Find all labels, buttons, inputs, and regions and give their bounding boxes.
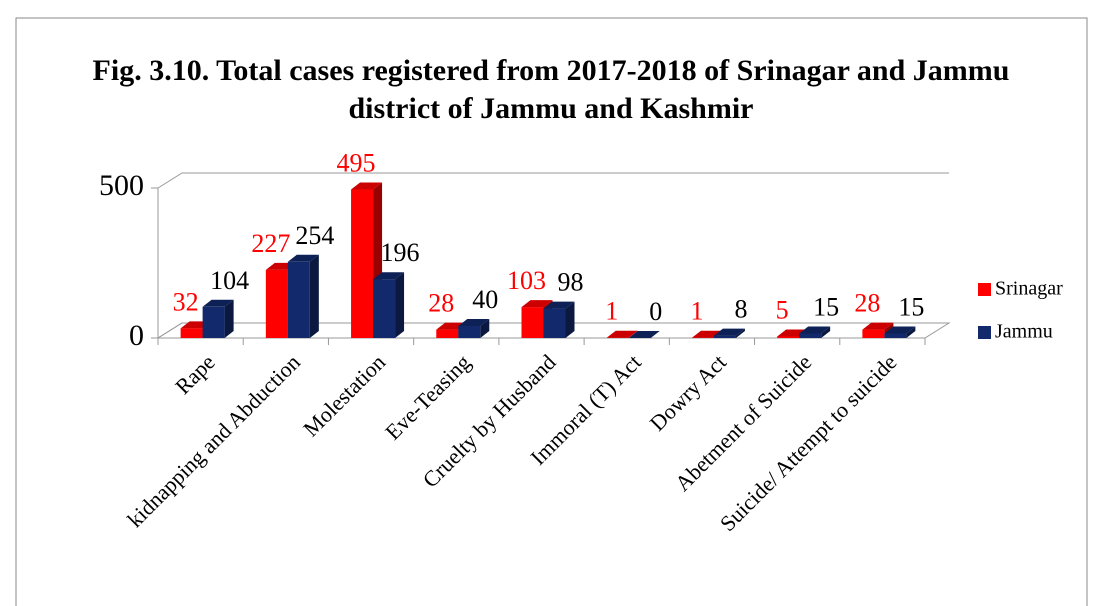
data-label: 28	[428, 289, 454, 318]
data-label: 15	[898, 292, 924, 321]
data-label: 8	[734, 295, 747, 324]
bar-side	[224, 299, 234, 338]
data-label: 5	[776, 295, 789, 324]
data-label: 254	[295, 221, 334, 250]
legend-label: Jammu	[995, 321, 1053, 343]
bar	[543, 301, 575, 338]
bar	[884, 326, 916, 338]
x-tick-label: Suicide/ Attempt to suicide	[715, 349, 902, 536]
bar-top	[458, 319, 490, 326]
data-label: 1	[690, 297, 703, 326]
x-tick-label: Rape	[170, 349, 220, 399]
bar	[799, 326, 831, 338]
bar-front	[777, 336, 800, 338]
legend-swatch	[978, 326, 991, 339]
bar	[628, 331, 660, 338]
bar-top	[287, 254, 319, 262]
bar	[713, 328, 745, 338]
bar-top	[543, 301, 575, 309]
bar-front	[180, 328, 203, 338]
x-tick-label: Molestation	[298, 349, 390, 441]
bar-side	[628, 330, 638, 338]
data-label: 196	[381, 238, 420, 267]
data-label: 0	[649, 297, 662, 326]
bar-top	[862, 322, 894, 330]
bar-front	[543, 308, 566, 338]
bar-top	[713, 328, 745, 336]
bar	[202, 299, 234, 338]
y-tick-label: 500	[99, 169, 144, 202]
data-label: 32	[173, 287, 199, 316]
bar-side	[309, 254, 319, 338]
bar-top	[606, 330, 638, 338]
bar	[287, 254, 319, 338]
bar	[373, 272, 405, 338]
bar	[458, 319, 490, 338]
bar-top	[628, 331, 660, 338]
legend-label: Srinagar	[995, 278, 1063, 300]
bar-front	[287, 261, 310, 338]
bar-side	[906, 326, 916, 338]
bar-side	[565, 301, 575, 338]
data-label: 15	[813, 292, 839, 321]
bar-front	[265, 269, 288, 338]
data-label: 104	[210, 266, 249, 295]
x-tick-label: Dowry Act	[645, 349, 731, 435]
grid-line	[157, 172, 949, 189]
x-tick-label: kidnapping and Abduction	[122, 349, 305, 532]
bar-side	[735, 328, 745, 338]
data-label: 40	[472, 285, 498, 314]
bar-top	[521, 300, 553, 308]
bar	[606, 330, 638, 338]
legend-swatch	[978, 283, 991, 296]
bar-top	[202, 299, 234, 307]
grid-line	[157, 322, 949, 339]
bar-side	[395, 272, 405, 338]
data-label: 28	[854, 289, 880, 318]
bar-side	[480, 319, 490, 338]
bar-side	[821, 326, 831, 338]
data-label: 495	[337, 148, 376, 177]
bar-front	[862, 329, 885, 338]
bar-top	[351, 182, 383, 190]
bar-front	[373, 279, 396, 338]
y-tick-label: 0	[129, 319, 144, 352]
data-label: 98	[558, 268, 584, 297]
bar-front	[521, 307, 544, 338]
chart-title: Fig. 3.10. Total cases registered from 2…	[92, 54, 1010, 125]
bar-front	[799, 333, 822, 338]
data-label: 103	[507, 266, 546, 295]
bar-top	[373, 272, 405, 280]
data-label: 1	[605, 297, 618, 326]
data-label: 227	[251, 229, 290, 258]
bar-front	[458, 326, 481, 338]
chart-border	[15, 17, 1088, 606]
bar-front	[351, 189, 374, 338]
bar-front	[202, 306, 225, 338]
bar-top	[884, 326, 916, 334]
bar-front	[436, 329, 459, 338]
bar-front	[884, 333, 907, 338]
bar-front	[713, 335, 736, 338]
bar-top	[799, 326, 831, 334]
